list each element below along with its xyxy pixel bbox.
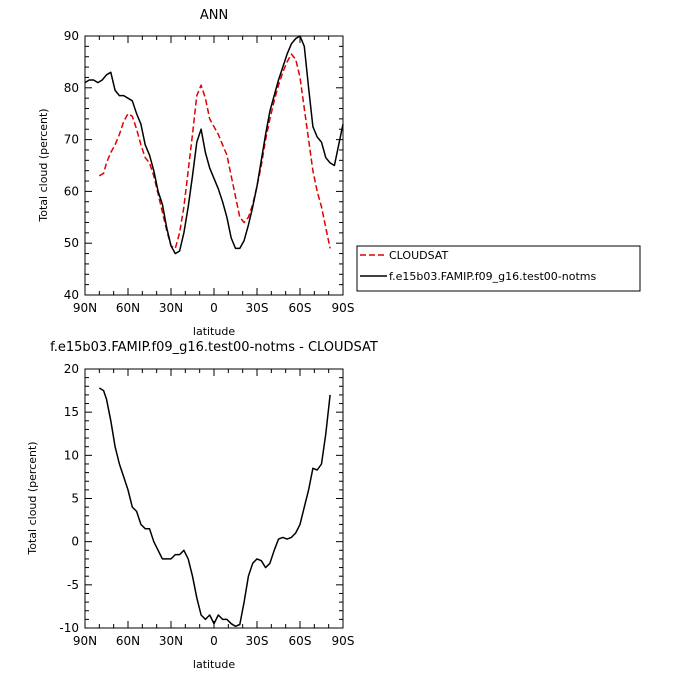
y-tick-label: 5 <box>71 492 79 506</box>
x-tick-label: 60S <box>289 301 312 315</box>
x-tick-label: 0 <box>210 634 218 648</box>
series-line-f-e15b03-famip-f09-g16-test00-notms <box>84 35 344 255</box>
series-line-difference <box>98 387 331 628</box>
top-x-axis-label: latitude <box>193 325 235 338</box>
y-tick-label: 40 <box>64 288 79 302</box>
x-tick-label: 90S <box>332 301 355 315</box>
x-tick-label: 30S <box>246 634 269 648</box>
bottom-chart-title: f.e15b03.FAMIP.f09_g16.test00-notms - CL… <box>50 340 378 355</box>
x-tick-label: 0 <box>210 301 218 315</box>
x-tick-label: 30N <box>159 634 183 648</box>
x-tick-label: 30S <box>246 301 269 315</box>
bottom-y-axis-label: Total cloud (percent) <box>26 441 39 555</box>
y-tick-label: 0 <box>71 535 79 549</box>
bottom-tick-marks <box>84 368 344 629</box>
top-panel: ANN 90N 60N 30N 0 30S 60S 90S 40 50 60 70 80 90 lati… <box>37 8 354 338</box>
x-tick-label: 90N <box>73 634 97 648</box>
top-tick-labels: 90N 60N 30N 0 30S 60S 90S 40 50 60 70 80 90 <box>64 29 355 315</box>
bottom-panel: f.e15b03.FAMIP.f09_g16.test00-notms - CL… <box>26 340 378 671</box>
legend-box <box>356 245 641 292</box>
legend: CLOUDSAT f.e15b03.FAMIP.f09_g16.test00-n… <box>356 245 641 292</box>
top-series-lines <box>84 35 344 255</box>
x-tick-label: 60S <box>289 634 312 648</box>
y-tick-label: 10 <box>64 448 79 462</box>
y-tick-label: 15 <box>64 405 79 419</box>
x-tick-label: 90S <box>332 634 355 648</box>
bottom-x-axis-label: latitude <box>193 658 235 671</box>
y-tick-label: 70 <box>64 133 79 147</box>
y-tick-label: 50 <box>64 236 79 250</box>
x-tick-label: 60N <box>116 301 140 315</box>
y-tick-label: 80 <box>64 81 79 95</box>
x-tick-label: 60N <box>116 634 140 648</box>
bottom-tick-labels: 90N 60N 30N 0 30S 60S 90S -10 -5 0 5 10 15 20 <box>59 362 354 648</box>
y-tick-label: 20 <box>64 362 79 376</box>
legend-label-cloudsat: CLOUDSAT <box>389 249 448 262</box>
bottom-plot-frame <box>84 368 344 629</box>
y-tick-label: -5 <box>67 578 79 592</box>
series-line-cloudsat <box>98 53 331 250</box>
x-tick-label: 90N <box>73 301 97 315</box>
top-chart-title: ANN <box>200 8 228 23</box>
top-tick-marks <box>84 35 344 296</box>
x-tick-label: 30N <box>159 301 183 315</box>
top-plot-frame <box>84 35 344 296</box>
y-tick-label: 60 <box>64 184 79 198</box>
y-tick-label: 90 <box>64 29 79 43</box>
top-y-axis-label: Total cloud (percent) <box>37 108 50 222</box>
bottom-series-lines <box>98 387 331 628</box>
legend-label-model: f.e15b03.FAMIP.f09_g16.test00-notms <box>389 270 596 283</box>
y-tick-label: -10 <box>59 621 79 635</box>
